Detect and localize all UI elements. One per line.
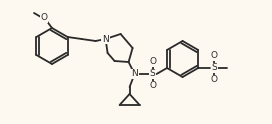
Text: O: O [149,58,156,66]
Text: N: N [102,34,109,44]
Text: O: O [211,51,218,61]
Text: S: S [211,63,217,73]
Text: O: O [149,81,156,91]
Text: N: N [102,34,109,44]
Text: N: N [131,69,138,78]
Text: O: O [211,76,218,84]
Text: S: S [150,69,156,78]
Text: O: O [41,14,48,22]
